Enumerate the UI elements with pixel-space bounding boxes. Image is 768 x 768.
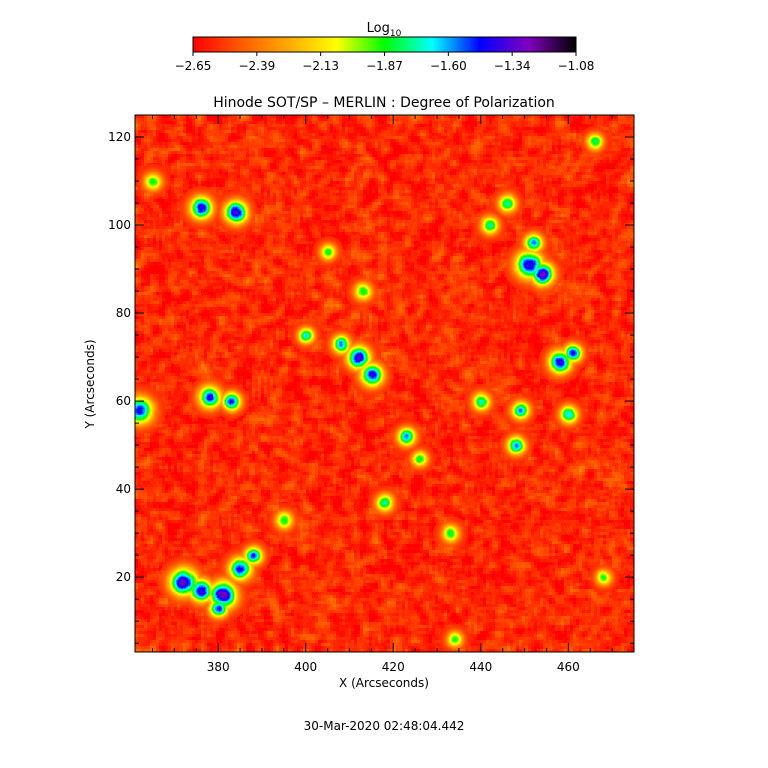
y-axis: 20 40 60 80 100 120 [108,114,634,644]
x-axis-label: X (Arcseconds) [339,676,429,690]
y-axis-label: Y (Arcseconds) [83,339,97,429]
colorbar [192,36,577,53]
colorbar-tick-label: −2.39 [238,59,275,73]
colorbar-tick-label: −1.60 [430,59,467,73]
y-tick-label: 60 [116,394,131,408]
colorbar-ticks: −2.65 −2.39 −2.13 −1.87 −1.60 −1.34 −1.08 [175,52,595,73]
heatmap-image [135,115,634,652]
plot-frame [134,114,635,653]
y-tick-label: 20 [116,570,131,584]
y-tick-label: 100 [108,218,131,232]
colorbar-label: Log10 [367,21,402,39]
x-tick-label: 440 [469,660,492,674]
y-tick-label: 80 [116,306,131,320]
y-tick-label: 40 [116,482,131,496]
colorbar-tick-label: −2.65 [175,59,212,73]
x-tick-label: 400 [294,660,317,674]
chart-title: Hinode SOT/SP – MERLIN : Degree of Polar… [213,95,555,111]
colorbar-tick-label: −1.34 [494,59,531,73]
colorbar-tick-label: −1.08 [558,59,595,73]
timestamp: 30-Mar-2020 02:48:04.442 [304,719,465,733]
x-tick-label: 420 [382,660,405,674]
y-tick-label: 120 [108,130,131,144]
colorbar-tick-label: −1.87 [366,59,403,73]
colorbar-tick-label: −2.13 [302,59,339,73]
x-axis: 380 400 420 440 460 [152,115,635,674]
x-tick-label: 380 [207,660,230,674]
x-tick-label: 460 [557,660,580,674]
